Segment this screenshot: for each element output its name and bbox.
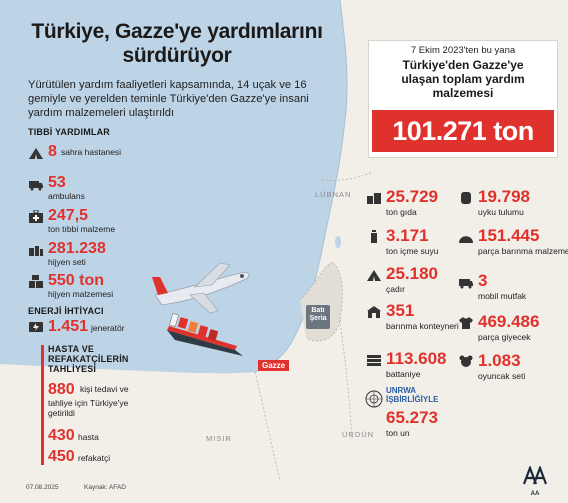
- hygiene-kit-label: hijyen seti: [48, 257, 86, 267]
- sleeping-bag-label: uyku tulumu: [478, 207, 524, 217]
- sleeping-bag-value: 19.798: [478, 187, 530, 206]
- unrwa-flour-value: 65.273: [386, 408, 438, 427]
- map-label-westbank: Batı Şeria: [309, 307, 327, 322]
- blanket-label: battaniye: [386, 369, 421, 379]
- shelter-material-value: 151.445: [478, 226, 540, 245]
- ambulance-value: 53: [48, 174, 66, 191]
- map-label-egypt: MISIR: [206, 434, 232, 443]
- food-value: 25.729: [386, 187, 438, 206]
- unrwa-heading: UNRWA İŞBİRLİĞİYLE: [386, 386, 439, 404]
- toy-icon: [459, 355, 473, 367]
- map-label-lebanon: LÜBNAN: [315, 190, 352, 199]
- shelter-icon: [459, 236, 473, 243]
- companions-value: 450: [48, 448, 75, 465]
- evacuation-accent-bar: [41, 345, 44, 465]
- airplane-icon: [152, 262, 250, 314]
- generator-label: jeneratör: [91, 323, 125, 333]
- map-label-gaza: Gazze: [258, 360, 290, 371]
- field-hospital-label: sahra hastanesi: [61, 147, 122, 157]
- mobile-kitchen-value: 3: [478, 271, 488, 290]
- blanket-value: 113.608: [386, 349, 447, 368]
- toys-label: oyuncak seti: [478, 371, 526, 381]
- water-bottle-icon: [371, 230, 377, 243]
- generator-icon: [29, 322, 43, 332]
- container-label: barınma konteyneri: [386, 321, 459, 331]
- ambulance-icon: [29, 181, 43, 191]
- medical-heading: TIBBİ YARDIMLAR: [28, 127, 111, 137]
- food-icon: [367, 193, 381, 204]
- water-label: ton içme suyu: [386, 246, 439, 256]
- footer-date: 07.08.2025: [26, 484, 59, 491]
- evacuation-total-value: 880: [48, 381, 75, 398]
- clothing-label: parça giyecek: [478, 332, 531, 342]
- evacuation-total-label-2: tahliye için Türkiye'ye: [48, 398, 129, 408]
- companions-label: refakatçi: [78, 453, 111, 463]
- sleeping-bag-icon: [461, 192, 471, 204]
- shelter-material-label: parça barınma malzemesi: [478, 246, 568, 256]
- field-hospital-value: 8: [48, 143, 57, 160]
- food-label: ton gıda: [386, 207, 417, 217]
- hygiene-kit-value: 281.238: [48, 240, 106, 257]
- tent-label: çadır: [386, 284, 405, 294]
- mediterranean-sea: [0, 0, 348, 374]
- medical-supplies-label: ton tıbbi malzeme: [48, 224, 116, 234]
- cargo-ship-icon: [167, 313, 243, 356]
- map-label-jordan: ÜRDÜN: [342, 430, 375, 439]
- hygiene-supplies-label: hijyen malzemesi: [48, 289, 114, 299]
- patients-label: hasta: [78, 432, 99, 442]
- summary-date-line: 7 Ekim 2023'ten bu yana: [410, 45, 516, 56]
- tent-icon: [367, 270, 381, 281]
- tent-value: 25.180: [386, 264, 438, 283]
- tshirt-icon: [459, 317, 473, 329]
- page-title: Türkiye, Gazze'ye yardımlarını sürdürüyo…: [31, 20, 323, 67]
- hygiene-icon: [29, 246, 43, 256]
- blanket-icon: [367, 355, 381, 366]
- aa-logo: AA: [522, 464, 548, 497]
- ambulance-label: ambulans: [48, 191, 85, 201]
- generator-value: 1.451: [48, 318, 89, 335]
- mobile-kitchen-label: mobil mutfak: [478, 291, 527, 301]
- clothing-value: 469.486: [478, 312, 540, 331]
- total-box: [372, 110, 554, 152]
- toys-value: 1.083: [478, 351, 521, 370]
- westbank-badge: [306, 305, 330, 329]
- total-value: 101.271 ton: [392, 116, 534, 146]
- container-value: 351: [386, 301, 415, 320]
- evacuation-total-label-1: kişi tedavi ve: [80, 384, 129, 394]
- evacuation-total-label-3: getirildi: [48, 408, 75, 418]
- un-logo-icon: [365, 390, 383, 408]
- kitchen-icon: [459, 279, 473, 289]
- boxes-icon: [29, 275, 43, 288]
- hygiene-supplies-value: 550 ton: [48, 272, 105, 289]
- tent-icon: [29, 148, 43, 159]
- summary-heading: Türkiye'den Gazze'ye ulaşan toplam yardı…: [401, 58, 525, 100]
- unrwa-flour-label: ton un: [386, 428, 410, 438]
- energy-heading: ENERJİ İHTİYACI: [28, 306, 104, 316]
- medical-supplies-value: 247,5: [48, 207, 89, 224]
- aa-logo-text: AA: [530, 491, 540, 497]
- footer-source: Kaynak: AFAD: [84, 484, 126, 491]
- medical-kit-icon: [29, 210, 43, 223]
- container-icon: [367, 306, 381, 318]
- page-subtitle: Yürütülen yardım faaliyetleri kapsamında…: [28, 79, 309, 119]
- aa-logo-icon: [522, 464, 548, 485]
- water-value: 3.171: [386, 226, 429, 245]
- evacuation-heading: HASTA VE REFAKATÇİLERİN TAHLİYESİ: [48, 344, 129, 374]
- patients-value: 430: [48, 427, 75, 444]
